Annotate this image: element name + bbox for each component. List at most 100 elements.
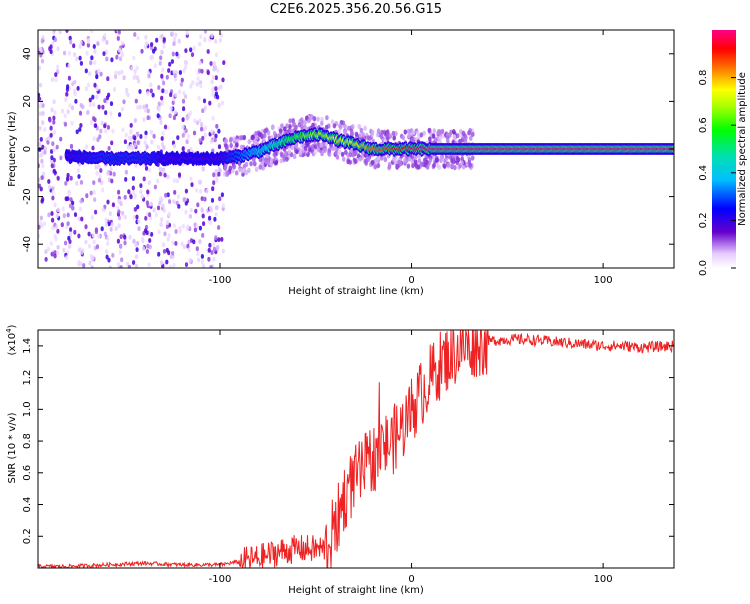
noise-speckle xyxy=(43,221,47,227)
noise-speckle xyxy=(70,120,74,126)
noise-speckle xyxy=(88,97,92,103)
halo-speckle xyxy=(351,152,356,158)
noise-speckle xyxy=(214,86,218,91)
noise-speckle xyxy=(49,125,53,131)
colorbar-tick-label: 0.4 xyxy=(698,165,709,181)
noise-speckle xyxy=(215,205,219,211)
x-tick-label: 0 xyxy=(408,275,414,286)
halo-speckle xyxy=(262,137,266,144)
noise-speckle xyxy=(196,202,200,208)
noise-speckle xyxy=(210,33,214,39)
noise-speckle xyxy=(129,128,133,134)
snr-scale-text: (x10 xyxy=(7,333,18,356)
noise-speckle xyxy=(192,130,197,136)
noise-speckle xyxy=(51,195,55,201)
noise-speckle xyxy=(167,233,171,238)
halo-speckle xyxy=(231,168,235,174)
x-tick-label: 100 xyxy=(594,275,613,286)
noise-speckle xyxy=(70,105,75,111)
snr-y-axis: 0.2 0.4 0.6 0.8 1.0 1.2 1.4 xyxy=(22,338,674,544)
noise-speckle xyxy=(101,207,105,212)
halo-speckle xyxy=(470,155,475,161)
noise-speckle xyxy=(200,122,204,128)
spectrogram-y-label: Frequency (Hz) xyxy=(7,111,18,187)
noise-speckle xyxy=(92,102,96,107)
noise-speckle xyxy=(100,226,104,232)
noise-speckle xyxy=(89,190,93,196)
noise-speckle xyxy=(214,39,218,44)
noise-speckle xyxy=(71,205,75,211)
noise-speckle xyxy=(97,104,101,110)
noise-speckle xyxy=(137,226,141,232)
noise-speckle xyxy=(50,155,54,161)
noise-speckle xyxy=(178,89,182,95)
noise-speckle xyxy=(132,238,136,244)
noise-speckle xyxy=(186,243,190,249)
noise-speckle xyxy=(198,68,202,74)
noise-speckle xyxy=(92,180,96,186)
noise-speckle xyxy=(173,73,177,78)
noise-speckle xyxy=(134,98,138,104)
noise-speckle xyxy=(133,206,138,212)
noise-speckle xyxy=(190,52,195,57)
noise-speckle xyxy=(47,212,51,218)
noise-speckle xyxy=(199,188,203,194)
noise-speckle xyxy=(160,217,164,222)
snr-x-label: Height of straight line (km) xyxy=(288,585,424,596)
halo-speckle xyxy=(392,157,396,163)
noise-speckle xyxy=(133,193,137,199)
noise-speckle xyxy=(211,186,215,192)
noise-speckle xyxy=(69,39,73,45)
halo-speckle xyxy=(229,142,233,149)
noise-speckle xyxy=(120,69,124,75)
noise-speckle xyxy=(160,95,164,101)
noise-speckle xyxy=(169,92,173,98)
noise-speckle xyxy=(164,89,169,95)
noise-speckle xyxy=(177,204,181,209)
noise-speckle xyxy=(184,48,188,53)
noise-speckle xyxy=(117,209,121,215)
noise-speckle xyxy=(89,120,93,125)
noise-speckle xyxy=(149,129,153,135)
noise-speckle xyxy=(89,60,93,66)
noise-speckle xyxy=(123,234,127,240)
noise-speckle xyxy=(107,146,111,151)
noise-speckle xyxy=(41,163,45,169)
noise-speckle xyxy=(134,264,139,268)
noise-speckle xyxy=(184,200,188,206)
noise-speckle xyxy=(171,51,175,57)
noise-speckle xyxy=(181,117,185,122)
noise-speckle xyxy=(51,217,55,223)
halo-speckle xyxy=(320,120,324,126)
noise-speckle xyxy=(195,246,199,252)
halo-speckle xyxy=(374,159,379,165)
halo-speckle xyxy=(427,127,432,133)
noise-speckle xyxy=(46,246,51,252)
noise-speckle xyxy=(93,82,97,88)
noise-speckle xyxy=(158,200,162,206)
noise-speckle xyxy=(94,229,98,235)
noise-speckle xyxy=(118,112,122,117)
noise-speckle xyxy=(133,32,137,37)
noise-speckle xyxy=(120,257,124,263)
noise-speckle xyxy=(52,99,56,105)
snr-scale-exp: 4 xyxy=(5,328,13,333)
noise-speckle xyxy=(163,172,167,178)
halo-speckle xyxy=(288,118,293,124)
noise-speckle xyxy=(171,31,175,37)
halo-speckle xyxy=(244,170,249,176)
noise-speckle xyxy=(138,104,142,110)
x-tick-label: -100 xyxy=(209,574,232,585)
y-tick-label: 0.2 xyxy=(22,528,33,544)
noise-speckle xyxy=(135,214,139,220)
noise-speckle xyxy=(91,145,95,151)
halo-speckle xyxy=(272,130,277,137)
halo-speckle xyxy=(337,149,342,155)
noise-speckle xyxy=(181,98,186,104)
noise-speckle xyxy=(197,179,201,185)
noise-speckle xyxy=(203,37,207,43)
noise-speckle xyxy=(44,249,48,255)
noise-speckle xyxy=(87,231,91,237)
y-tick-label: 0.8 xyxy=(22,433,33,449)
noise-speckle xyxy=(114,226,118,232)
